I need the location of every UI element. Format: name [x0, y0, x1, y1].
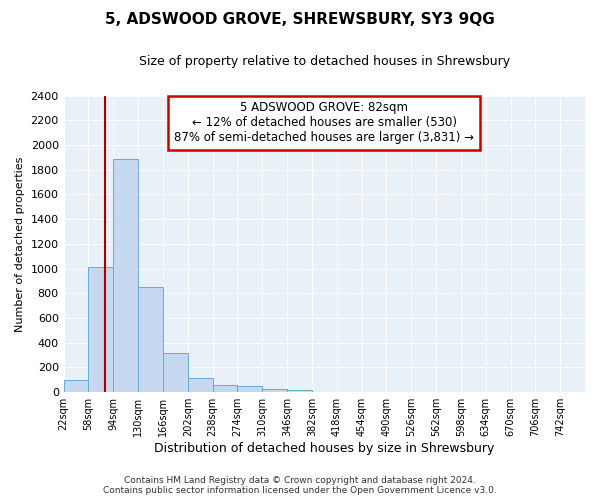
Title: Size of property relative to detached houses in Shrewsbury: Size of property relative to detached ho… [139, 55, 510, 68]
Bar [113, 158, 138, 392]
Bar [188, 378, 212, 392]
Y-axis label: Number of detached properties: Number of detached properties [15, 156, 25, 332]
Bar [138, 286, 163, 392]
Bar [262, 388, 287, 392]
Bar [163, 354, 188, 392]
Text: Contains HM Land Registry data © Crown copyright and database right 2024.
Contai: Contains HM Land Registry data © Crown c… [103, 476, 497, 495]
Bar [64, 380, 88, 392]
Bar [88, 268, 113, 392]
Bar [287, 390, 312, 392]
Bar [212, 385, 238, 392]
Bar [238, 386, 262, 392]
Text: 5 ADSWOOD GROVE: 82sqm
← 12% of detached houses are smaller (530)
87% of semi-de: 5 ADSWOOD GROVE: 82sqm ← 12% of detached… [175, 102, 475, 144]
X-axis label: Distribution of detached houses by size in Shrewsbury: Distribution of detached houses by size … [154, 442, 494, 455]
Text: 5, ADSWOOD GROVE, SHREWSBURY, SY3 9QG: 5, ADSWOOD GROVE, SHREWSBURY, SY3 9QG [105, 12, 495, 28]
